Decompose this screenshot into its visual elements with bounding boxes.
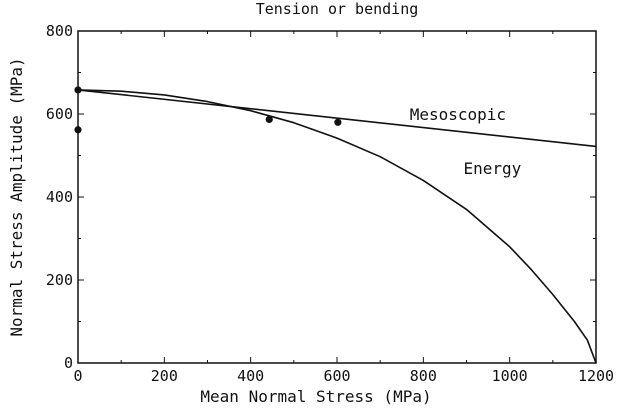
x-tick-label: 800 xyxy=(410,367,437,385)
axis-ticks xyxy=(77,30,597,364)
plot-frame xyxy=(77,30,597,364)
x-axis-title: Mean Normal Stress (MPa) xyxy=(200,387,431,406)
series-layer xyxy=(74,86,597,364)
data-point xyxy=(74,86,82,94)
mesoscopic-label: Mesoscopic xyxy=(410,105,506,124)
x-tick-label: 600 xyxy=(323,367,350,385)
mesoscopic-line xyxy=(77,89,597,148)
x-tick-label: 400 xyxy=(237,367,264,385)
series-labels: Mesoscopic Energy xyxy=(410,105,522,178)
y-tick-labels: 0 200 400 600 800 xyxy=(46,22,73,372)
x-tick-label: 200 xyxy=(151,367,178,385)
data-point xyxy=(265,115,273,123)
energy-line xyxy=(77,89,597,364)
y-tick-label: 200 xyxy=(46,271,73,289)
x-tick-label: 1000 xyxy=(492,367,528,385)
x-tick-labels: 0 200 400 600 800 1000 1200 xyxy=(73,367,614,385)
y-tick-label: 400 xyxy=(46,188,73,206)
x-tick-label: 0 xyxy=(73,367,82,385)
y-axis-title: Normal Stress Amplitude (MPa) xyxy=(7,57,26,336)
chart-title: Tension or bending xyxy=(256,0,419,18)
data-point xyxy=(74,126,82,134)
data-point xyxy=(334,118,342,126)
y-tick-label: 800 xyxy=(46,22,73,40)
x-tick-label: 1200 xyxy=(578,367,614,385)
y-tick-label: 0 xyxy=(64,354,73,372)
y-tick-label: 600 xyxy=(46,105,73,123)
energy-label: Energy xyxy=(464,159,522,178)
